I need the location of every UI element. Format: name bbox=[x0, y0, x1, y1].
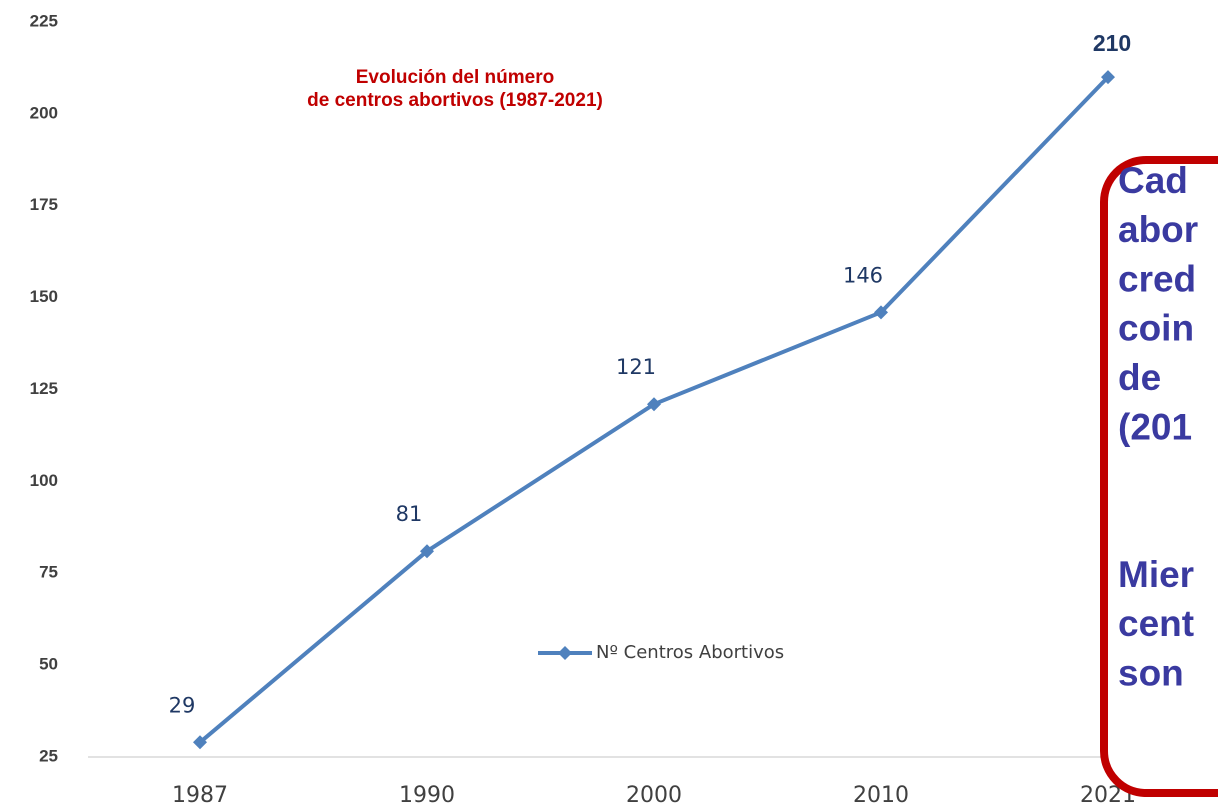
data-label: 29 bbox=[169, 693, 196, 717]
y-tick-label: 225 bbox=[30, 11, 58, 30]
legend-marker bbox=[558, 646, 572, 660]
legend-label: Nº Centros Abortivos bbox=[596, 642, 784, 663]
x-tick-label: 2010 bbox=[853, 783, 909, 808]
annotation-text: cred bbox=[1118, 258, 1196, 299]
marker bbox=[1101, 70, 1115, 85]
marker bbox=[874, 305, 888, 320]
marker bbox=[647, 397, 661, 412]
annotation-text: Cad bbox=[1118, 160, 1188, 201]
y-tick-label: 50 bbox=[39, 655, 58, 674]
data-label: 121 bbox=[616, 355, 656, 379]
x-tick-label: 2000 bbox=[626, 783, 682, 808]
data-label: 210 bbox=[1093, 30, 1131, 56]
y-tick-label: 75 bbox=[39, 563, 58, 582]
y-tick-label: 100 bbox=[30, 471, 58, 490]
marker bbox=[193, 735, 207, 750]
y-tick-label: 25 bbox=[39, 746, 58, 765]
chart-title: de centros abortivos (1987-2021) bbox=[307, 90, 603, 111]
y-tick-label: 125 bbox=[30, 379, 58, 398]
annotation-text: son bbox=[1118, 652, 1184, 693]
annotation-text: Mier bbox=[1118, 554, 1194, 595]
data-label: 146 bbox=[843, 263, 883, 287]
annotation-text: de bbox=[1118, 357, 1161, 398]
data-label: 81 bbox=[396, 502, 423, 526]
y-tick-label: 200 bbox=[30, 103, 58, 122]
x-tick-label: 1987 bbox=[172, 783, 228, 808]
annotation-box bbox=[1100, 156, 1218, 797]
y-tick-label: 150 bbox=[30, 287, 58, 306]
annotation-text: abor bbox=[1118, 209, 1198, 250]
annotation-text: (201 bbox=[1118, 406, 1192, 447]
annotation-text: coin bbox=[1118, 308, 1194, 349]
chart-title: Evolución del número bbox=[356, 67, 554, 88]
x-tick-label: 1990 bbox=[399, 783, 455, 808]
y-tick-label: 175 bbox=[30, 195, 58, 214]
marker bbox=[420, 544, 434, 559]
annotation-text: cent bbox=[1118, 603, 1194, 644]
